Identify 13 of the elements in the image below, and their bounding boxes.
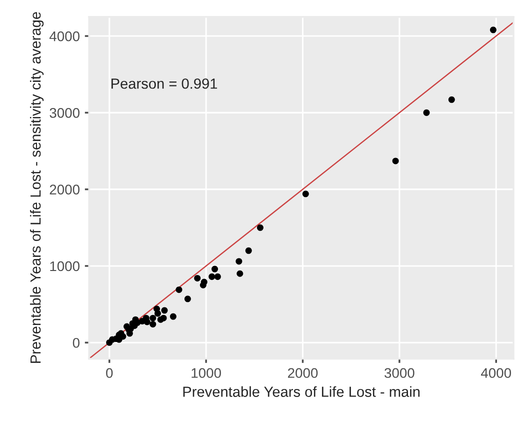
x-axis-title: Preventable Years of Life Lost - main (183, 386, 420, 397)
x-tick-label: 2000 (288, 368, 318, 378)
y-tick-label: 1000 (50, 261, 80, 272)
x-tick-label: 4000 (480, 368, 512, 378)
y-tick-label: 3000 (50, 108, 80, 118)
x-tick-label: 1000 (192, 368, 221, 378)
y-axis-title: Preventable Years of Life Lost - sensitivity city average (30, 12, 44, 363)
x-tick-label: 0 (106, 368, 113, 378)
y-tick-label: 2000 (50, 184, 80, 194)
y-tick-label: 4000 (49, 31, 80, 42)
x-tick-label: 3000 (384, 368, 414, 378)
y-tick-label: 0 (72, 338, 80, 348)
annotation: Pearson = 0.991 (112, 78, 218, 89)
